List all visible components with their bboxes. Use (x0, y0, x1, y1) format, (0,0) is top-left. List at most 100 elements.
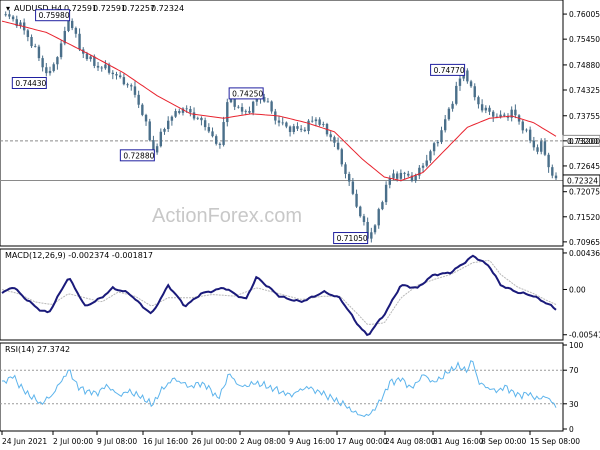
candle-body (296, 126, 299, 129)
time-axis: 24 Jun 2021 2 Jul 00:00 9 Jul 08:00 16 Jul … (1, 431, 580, 446)
candle-body (440, 130, 443, 143)
candle-body (240, 107, 244, 112)
annotation-box (333, 232, 369, 245)
candle-body (473, 86, 476, 98)
rsi-y-tick-label: 70 (569, 366, 579, 375)
price-y-axis: 0.76005 0.75450 0.74880 0.74325 0.73755 0.732… (563, 10, 600, 247)
candle-body (425, 160, 428, 166)
candle-body (540, 141, 543, 152)
y-tick-label: 0.73200 (569, 137, 600, 146)
candle-body (444, 119, 447, 131)
candle-body (248, 110, 251, 113)
candle-body (329, 134, 332, 138)
candle-body (19, 22, 22, 27)
x-tick-label: 16 Jul 16:00 (143, 437, 188, 446)
candle-body (392, 173, 395, 179)
macd-y-tick-label: 0.00 (569, 285, 586, 294)
candle-body (277, 120, 281, 123)
x-tick-label: 2 Jul 00:00 (53, 437, 93, 446)
watermark: ActionForex.com (152, 205, 302, 227)
candle-body (303, 129, 307, 131)
rsi-y-tick-label: 0 (569, 425, 574, 434)
candle-body (155, 146, 159, 153)
rsi-line (1, 360, 557, 418)
candle-body (285, 122, 288, 127)
candle-body (218, 143, 222, 145)
candle-body (373, 225, 377, 233)
candle-body (410, 175, 414, 181)
candle-body (407, 173, 410, 176)
candle-body (11, 16, 15, 20)
candle-body (362, 216, 366, 222)
rsi-y-tick-label: 30 (569, 400, 579, 409)
ohlc-high: 0.72591 (93, 4, 126, 13)
candle-body (130, 85, 133, 87)
candle-body (70, 20, 74, 29)
annotation-label: 0.72880 (123, 151, 154, 160)
candle-body (299, 128, 303, 130)
candle-body (359, 206, 362, 217)
macd-y-tick-label: -0.005411 (569, 331, 600, 340)
candle-body (333, 137, 336, 143)
candle-body (510, 109, 513, 118)
candle-body (447, 108, 451, 120)
x-tick-label: 31 Aug 16:00 (433, 437, 484, 446)
candle-body (167, 120, 170, 129)
candle-body (122, 77, 126, 85)
candle-body (499, 114, 502, 117)
candle-body (429, 151, 432, 161)
y-tick-label: 0.70965 (569, 238, 600, 247)
candle-body (174, 111, 177, 117)
macd-title: MACD(12,26,9) -0.002374 -0.001817 (5, 251, 153, 260)
candle-body (421, 165, 425, 168)
candle-body (56, 57, 59, 65)
candle-body (503, 114, 506, 116)
candle-body (111, 72, 114, 75)
candle-body (414, 175, 417, 181)
candle-body (152, 140, 155, 153)
candle-body (192, 112, 196, 119)
candle-body (488, 107, 491, 112)
candle-body (336, 142, 340, 150)
macd-pane: MACD(12,26,9) -0.002374 -0.001817 0.0043… (0, 248, 600, 341)
candle-body (514, 109, 517, 116)
candle-body (207, 127, 211, 132)
candle-body (178, 111, 181, 113)
x-tick-label: 26 Jul 00:00 (192, 437, 237, 446)
candle-body (551, 167, 554, 176)
candle-body (395, 173, 399, 179)
x-tick-label: 24 Jun 2021 (2, 437, 47, 446)
candle-body (377, 209, 380, 226)
x-tick-label: 17 Aug 00:00 (337, 437, 388, 446)
candle-body (185, 108, 188, 110)
candle-body (266, 101, 270, 103)
y-tick-label: 0.71520 (569, 213, 600, 222)
y-tick-label: 0.75450 (569, 35, 600, 44)
candle-body (388, 178, 391, 185)
level-label: 0.73200 (567, 137, 598, 146)
y-tick-label: 0.76005 (569, 10, 600, 19)
candle-body (159, 131, 163, 147)
candle-body (543, 141, 547, 155)
annotation-box (228, 87, 264, 100)
candle-body (451, 103, 454, 109)
candle-body (347, 173, 351, 182)
candle-body (215, 136, 218, 144)
candle-body (403, 172, 406, 174)
candle-body (351, 181, 355, 194)
y-tick-label: 0.72645 (569, 162, 600, 171)
candle-body (118, 75, 122, 78)
candle-body (133, 86, 137, 95)
candle-body (311, 120, 314, 122)
candle-body (67, 20, 70, 31)
candle-body (126, 84, 129, 86)
macd-y-axis: 0.004367 0.00 -0.005411 (563, 249, 600, 340)
candle-body (263, 97, 266, 102)
annotation-box (430, 63, 466, 76)
candle-body (181, 108, 185, 113)
x-tick-label: 2 Aug 08:00 (240, 437, 286, 446)
macd-y-tick-label: 0.004367 (569, 249, 600, 258)
x-tick-label: 8 Sep 00:00 (481, 437, 527, 446)
candle-body (170, 116, 174, 121)
candle-body (492, 111, 495, 117)
